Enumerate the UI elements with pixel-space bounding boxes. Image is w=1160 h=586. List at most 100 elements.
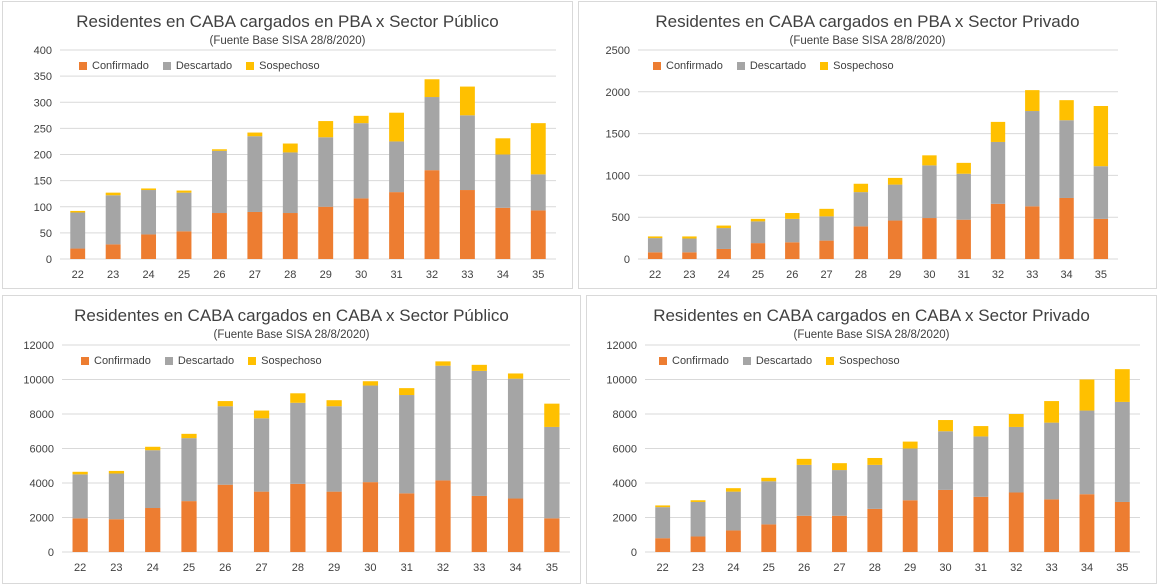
bar-confirmado-34: [495, 207, 511, 259]
bar-descartado-35: [544, 426, 560, 519]
bar-sospechoso-27: [819, 208, 834, 217]
legend-label-descartado: Descartado: [175, 60, 233, 72]
x-tick-label: 29: [328, 562, 340, 574]
x-tick-label: 22: [649, 269, 661, 281]
bar-sospechoso-35: [1093, 106, 1109, 167]
bar-descartado-27: [247, 136, 263, 212]
legend-label-descartado: Descartado: [177, 355, 235, 367]
y-tick-label: 0: [624, 254, 630, 266]
chart-panel-caba-privado: Residentes en CABA cargados en CABA x Se…: [586, 295, 1157, 584]
bar-descartado-26: [796, 464, 812, 516]
bar-sospechoso-25: [761, 477, 777, 482]
bar-sospechoso-33: [471, 364, 487, 371]
bar-descartado-35: [1093, 166, 1109, 219]
bar-confirmado-34: [1079, 494, 1095, 552]
bar-sospechoso-29: [887, 177, 903, 185]
bar-sospechoso-33: [459, 86, 475, 116]
legend-label-sospechoso: Sospechoso: [259, 60, 320, 72]
x-tick-label: 27: [820, 269, 832, 281]
bar-descartado-29: [887, 184, 903, 221]
bar-sospechoso-27: [832, 463, 847, 471]
bar-confirmado-25: [750, 243, 766, 259]
bar-chart-svg: 0 500 1000 1500 2000 2500 22 23 24 25 26 27 28 29 30 31…: [606, 45, 1118, 281]
legend-swatch-sospechoso: [248, 357, 257, 365]
y-tick-label: 4000: [30, 478, 54, 490]
chart-panel-pba-publico: Residentes en CABA cargados en PBA x Sec…: [2, 1, 573, 289]
bar-chart-svg: 0 2000 4000 6000 8000 10000 12000 22 23 24 25 26 27 2…: [23, 340, 570, 574]
bar-confirmado-31: [973, 496, 989, 552]
bar-descartado-31: [399, 395, 415, 494]
bar-descartado-23: [108, 473, 125, 520]
bar-descartado-28: [290, 402, 306, 484]
y-tick-label: 10000: [23, 375, 54, 387]
chart-title: Residentes en CABA cargados en CABA x Se…: [74, 306, 509, 325]
bar-confirmado-35: [544, 518, 560, 552]
bar-sospechoso-27: [253, 410, 270, 419]
bar-descartado-29: [318, 137, 334, 207]
bar-confirmado-22: [647, 252, 663, 259]
legend-item-sospechoso: Sospechoso: [826, 355, 900, 367]
x-tick-label: 26: [219, 562, 231, 574]
x-tick-label: 33: [461, 269, 473, 281]
y-tick-label: 500: [612, 212, 630, 224]
x-tick-label: 23: [692, 562, 704, 574]
bar-descartado-27: [832, 470, 847, 516]
legend-label-sospechoso: Sospechoso: [261, 355, 322, 367]
bar-descartado-26: [785, 218, 800, 243]
bar-descartado-34: [1059, 120, 1074, 198]
bar-sospechoso-32: [424, 79, 440, 98]
y-tick-label: 10000: [606, 375, 637, 387]
bar-descartado-31: [956, 173, 971, 220]
bar-sospechoso-28: [867, 457, 883, 465]
y-tick-label: 2000: [606, 87, 630, 99]
bar-confirmado-31: [389, 192, 405, 259]
bar-confirmado-24: [725, 530, 741, 552]
bar-confirmado-32: [424, 170, 440, 259]
bar-sospechoso-29: [318, 121, 334, 138]
bar-descartado-24: [141, 190, 157, 235]
x-tick-label: 33: [1026, 269, 1038, 281]
bar-descartado-34: [1079, 410, 1095, 495]
x-tick-label: 22: [74, 562, 86, 574]
x-tick-label: 24: [727, 562, 739, 574]
bar-confirmado-29: [326, 491, 342, 552]
legend-label-descartado: Descartado: [755, 355, 813, 367]
x-tick-label: 30: [939, 562, 951, 574]
bar-sospechoso-24: [141, 188, 157, 191]
x-tick-label: 28: [284, 269, 296, 281]
y-tick-label: 6000: [30, 444, 54, 456]
bar-confirmado-29: [902, 500, 918, 552]
bar-sospechoso-34: [495, 138, 511, 155]
bar-descartado-34: [507, 378, 524, 499]
bar-descartado-23: [105, 195, 121, 245]
chart-subtitle: (Fuente Base SISA 28/8/2020): [213, 329, 370, 341]
x-tick-label: 32: [1010, 562, 1022, 574]
x-tick-label: 28: [292, 562, 304, 574]
y-tick-label: 200: [34, 150, 52, 162]
bar-sospechoso-35: [544, 403, 560, 427]
y-tick-label: 400: [34, 45, 52, 57]
x-tick-label: 33: [473, 562, 485, 574]
legend-label-confirmado: Confirmado: [666, 60, 723, 72]
legend-swatch-confirmado: [653, 62, 661, 70]
x-tick-label: 32: [992, 269, 1004, 281]
x-tick-label: 34: [509, 562, 521, 574]
bar-sospechoso-33: [1025, 90, 1040, 112]
bar-confirmado-25: [761, 524, 777, 552]
bar-confirmado-33: [1044, 499, 1060, 552]
bar-descartado-33: [471, 370, 487, 496]
bar-sospechoso-29: [326, 400, 342, 407]
bar-confirmado-23: [108, 519, 125, 552]
bar-descartado-22: [655, 507, 671, 539]
x-tick-label: 31: [958, 269, 970, 281]
x-tick-label: 33: [1045, 562, 1057, 574]
bar-sospechoso-26: [796, 458, 812, 465]
bar-confirmado-29: [887, 220, 903, 259]
bar-chart-svg: 0 2000 4000 6000 8000 10000 12000 22 23 24 25 26 27 2…: [606, 340, 1140, 574]
bar-descartado-31: [973, 436, 989, 497]
bar-descartado-26: [217, 406, 233, 485]
x-tick-label: 31: [975, 562, 987, 574]
chart-subtitle: (Fuente Base SISA 28/8/2020): [209, 35, 366, 47]
bar-sospechoso-29: [902, 441, 918, 449]
bar-descartado-30: [922, 165, 937, 219]
